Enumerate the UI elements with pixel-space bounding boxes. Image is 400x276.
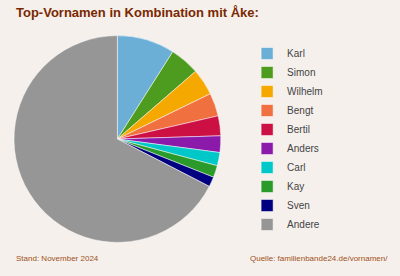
svg-text:Anders: Anders [287,143,319,154]
svg-text:Karl: Karl [287,48,305,59]
svg-text:Kay: Kay [287,181,304,192]
svg-text:Bengt: Bengt [287,105,313,116]
svg-text:Bertil: Bertil [287,124,310,135]
svg-text:Andere: Andere [287,219,320,230]
svg-text:Simon: Simon [287,67,315,78]
svg-text:Wilhelm: Wilhelm [287,86,323,97]
svg-text:Top-Vornamen in Kombination mi: Top-Vornamen in Kombination mit Åke: [16,5,259,20]
svg-text:Quelle: familienbande24.de/vor: Quelle: familienbande24.de/vornamen/ [250,254,388,263]
svg-text:Stand: November 2024: Stand: November 2024 [16,254,99,263]
svg-text:Carl: Carl [287,162,305,173]
svg-text:Sven: Sven [287,200,310,211]
